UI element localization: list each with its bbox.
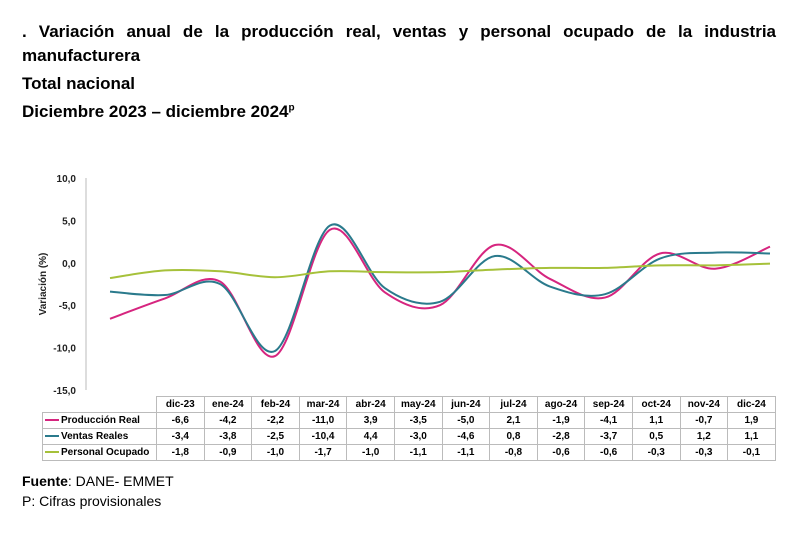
data-label: -3,4 xyxy=(156,428,205,445)
data-label: -3,0 xyxy=(393,428,443,445)
data-label: -1,1 xyxy=(441,444,491,461)
y-tick-label: 5,0 xyxy=(62,216,76,227)
data-label: -1,8 xyxy=(156,444,205,461)
y-tick-label: -15,0 xyxy=(53,386,76,397)
y-tick-label: 10,0 xyxy=(57,174,77,185)
data-table: dic-23 ene-24 feb-24 mar-24 abr-24 may-24 jun-… xyxy=(42,396,776,461)
series-line-1 xyxy=(109,223,771,353)
data-label: 0,5 xyxy=(631,428,681,445)
data-label: -0,1 xyxy=(727,444,776,461)
legend-label: Personal Ocupado xyxy=(61,447,150,458)
x-tick-label: feb-24 xyxy=(251,396,300,413)
data-label: -3,8 xyxy=(203,428,253,445)
data-label: -0,6 xyxy=(536,444,586,461)
series-line-2 xyxy=(109,262,771,280)
x-tick-label: oct-24 xyxy=(631,396,681,413)
data-label: -1,7 xyxy=(298,444,348,461)
data-label: -3,7 xyxy=(584,428,633,445)
data-label: -1,0 xyxy=(251,444,300,461)
x-tick-label: sep-24 xyxy=(584,396,633,413)
series-line-0 xyxy=(109,227,771,358)
subtitle-period: Diciembre 2023 – diciembre 2024p xyxy=(22,102,295,122)
data-label: 1,1 xyxy=(631,412,681,429)
data-label: 1,1 xyxy=(727,428,776,445)
x-tick-label: abr-24 xyxy=(346,396,395,413)
title-line-1b: manufacturera xyxy=(22,46,141,65)
legend-label: Producción Real xyxy=(61,415,140,426)
provisional-mark: p xyxy=(288,102,295,114)
table-corner xyxy=(43,397,157,413)
data-label: -4,1 xyxy=(584,412,633,429)
data-label: -0,6 xyxy=(584,444,633,461)
source-text: : DANE- EMMET xyxy=(67,473,174,489)
x-tick-label: jul-24 xyxy=(489,396,538,413)
data-label: 1,2 xyxy=(679,428,729,445)
data-label: -4,2 xyxy=(203,412,253,429)
data-label: -0,8 xyxy=(489,444,538,461)
x-tick-label: nov-24 xyxy=(679,396,729,413)
subtitle-scope: Total nacional xyxy=(22,74,136,93)
y-tick-label: 0,0 xyxy=(62,259,76,270)
data-label: -1,1 xyxy=(393,444,443,461)
data-label: -0,3 xyxy=(679,444,729,461)
data-label: -0,3 xyxy=(631,444,681,461)
data-label: 2,1 xyxy=(489,412,538,429)
y-tick-label: -10,0 xyxy=(53,344,76,355)
data-label: -6,6 xyxy=(156,412,205,429)
data-label: -5,0 xyxy=(441,412,491,429)
table-row: Ventas Reales -3,4 -3,8 -2,5 -10,4 4,4 -3,0 -4,… xyxy=(42,428,776,445)
legend-entry: Ventas Reales xyxy=(42,428,157,445)
data-label: -2,8 xyxy=(536,428,586,445)
x-tick-label: dic-23 xyxy=(156,396,205,413)
x-tick-label: dic-24 xyxy=(727,396,776,413)
table-row: Personal Ocupado -1,8 -0,9 -1,0 -1,7 -1,0 -1,1… xyxy=(42,444,776,461)
source-line: Fuente: DANE- EMMET xyxy=(22,473,174,489)
data-label: 3,9 xyxy=(346,412,395,429)
data-label: -11,0 xyxy=(298,412,348,429)
data-label: -3,5 xyxy=(393,412,443,429)
y-axis-label: Variación (%) xyxy=(38,253,49,316)
legend-swatch xyxy=(45,435,59,438)
x-tick-label: mar-24 xyxy=(298,396,348,413)
data-label: 0,8 xyxy=(489,428,538,445)
data-label: -0,7 xyxy=(679,412,729,429)
title-line-1: . Variación anual de la producción real,… xyxy=(22,22,776,41)
legend-swatch xyxy=(45,419,59,422)
data-label: -0,9 xyxy=(203,444,253,461)
data-label: -1,0 xyxy=(346,444,395,461)
table-row: Producción Real -6,6 -4,2 -2,2 -11,0 3,9 -3,5-… xyxy=(42,412,776,429)
note: P: Cifras provisionales xyxy=(22,493,162,509)
data-label: -10,4 xyxy=(298,428,348,445)
x-tick-label: ago-24 xyxy=(536,396,586,413)
data-label: -2,2 xyxy=(251,412,300,429)
data-label: -1,9 xyxy=(536,412,586,429)
x-tick-label: jun-24 xyxy=(441,396,491,413)
data-label: 1,9 xyxy=(727,412,776,429)
data-label: -4,6 xyxy=(441,428,491,445)
data-label: -2,5 xyxy=(251,428,300,445)
x-tick-label: may-24 xyxy=(393,396,443,413)
legend-entry: Producción Real xyxy=(42,412,157,429)
legend-entry: Personal Ocupado xyxy=(42,444,157,461)
data-label: 4,4 xyxy=(346,428,395,445)
y-tick-label: -5,0 xyxy=(59,301,77,312)
period-text: Diciembre 2023 – diciembre 2024 xyxy=(22,102,289,121)
legend-swatch xyxy=(45,451,59,454)
x-tick-label: ene-24 xyxy=(203,396,253,413)
source-label: Fuente xyxy=(22,473,68,489)
legend-label: Ventas Reales xyxy=(61,431,129,442)
